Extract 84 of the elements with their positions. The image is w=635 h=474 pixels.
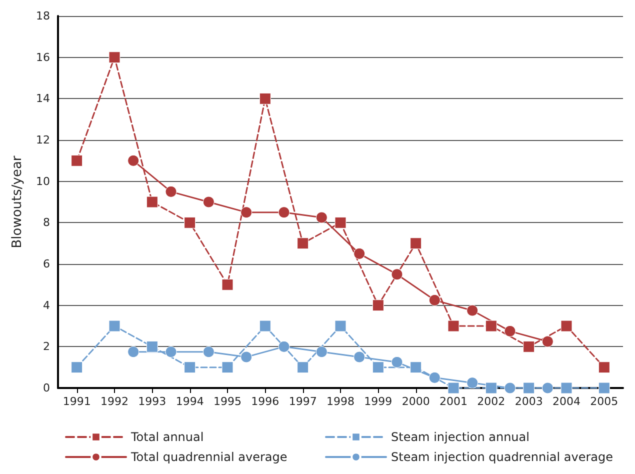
- legend-label: Total annual: [130, 430, 204, 444]
- point: [316, 346, 328, 358]
- point: [354, 248, 366, 260]
- point: [523, 340, 535, 352]
- point: [504, 382, 516, 394]
- point: [316, 212, 328, 224]
- x-tick-label: 1994: [176, 395, 204, 408]
- point: [560, 320, 572, 332]
- x-tick-label: 2000: [402, 395, 430, 408]
- point: [504, 325, 516, 337]
- point: [240, 351, 252, 363]
- point: [108, 320, 120, 332]
- point: [372, 362, 384, 374]
- y-tick-label: 14: [36, 92, 50, 106]
- point: [184, 362, 196, 374]
- point: [278, 206, 290, 218]
- point: [71, 362, 83, 374]
- point: [222, 278, 234, 290]
- point: [184, 216, 196, 228]
- point: [278, 340, 290, 352]
- x-tick-label: 1998: [326, 395, 354, 408]
- point: [71, 154, 83, 166]
- point: [165, 186, 177, 198]
- x-tick-label: 2001: [440, 395, 468, 408]
- point: [523, 382, 535, 394]
- x-tick-label: 1995: [214, 395, 242, 408]
- point: [128, 154, 140, 166]
- y-tick-label: 18: [36, 10, 50, 22]
- point: [108, 52, 120, 64]
- y-tick-label: 6: [43, 258, 50, 270]
- x-tick-label: 1993: [138, 395, 166, 408]
- point: [334, 320, 346, 332]
- y-tick-label: 10: [36, 174, 50, 188]
- legend-label: Total quadrennial average: [130, 450, 288, 464]
- x-tick-label: 2005: [590, 395, 618, 408]
- point: [448, 320, 460, 332]
- point: [165, 346, 177, 358]
- point: [297, 362, 309, 374]
- point: [354, 351, 366, 363]
- point: [428, 372, 440, 384]
- x-tick-label: 2003: [514, 395, 543, 408]
- point: [240, 206, 252, 218]
- point: [410, 362, 422, 374]
- x-tick-label: 1992: [100, 395, 128, 408]
- point: [372, 300, 384, 312]
- point: [146, 340, 158, 352]
- x-tick-label: 1997: [288, 395, 317, 408]
- point: [222, 362, 234, 374]
- point: [391, 356, 403, 368]
- point: [259, 92, 271, 104]
- x-tick-label: 1991: [62, 395, 91, 408]
- point: [485, 320, 497, 332]
- point: [202, 196, 214, 208]
- x-tick-label: 2004: [552, 395, 580, 408]
- x-tick-label: 2002: [477, 395, 506, 408]
- point: [466, 304, 478, 316]
- point: [146, 196, 158, 208]
- y-tick-label: 0: [43, 382, 50, 394]
- legend-label: Steam injection annual: [391, 430, 530, 444]
- point: [466, 377, 478, 389]
- point: [391, 268, 403, 280]
- point: [598, 382, 610, 394]
- point: [542, 336, 554, 348]
- point: [542, 382, 554, 394]
- point: [297, 238, 309, 250]
- point: [598, 362, 610, 374]
- y-tick-label: 8: [43, 216, 50, 230]
- point: [202, 346, 214, 358]
- y-tick-label: 4: [43, 298, 50, 312]
- y-tick-label: 12: [36, 134, 50, 146]
- point: [448, 382, 460, 394]
- point: [485, 382, 497, 394]
- point: [560, 382, 572, 394]
- legend-label: Steam injection quadrennial average: [391, 450, 614, 464]
- y-tick-label: 2: [43, 340, 50, 354]
- x-tick-label: 1999: [364, 395, 392, 408]
- x-tick-label: 1996: [251, 395, 280, 408]
- y-tick-label: 16: [36, 50, 50, 64]
- point: [410, 238, 422, 250]
- point: [128, 346, 140, 358]
- y-axis-title: Blowouts/year: [10, 155, 25, 248]
- point: [428, 294, 440, 306]
- point: [334, 216, 346, 228]
- point: [259, 320, 271, 332]
